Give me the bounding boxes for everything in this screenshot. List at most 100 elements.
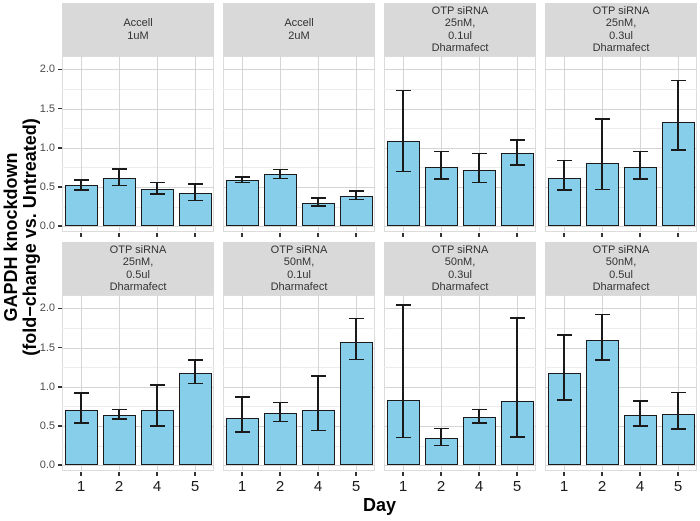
plot-panel: 1 2 4 5 <box>384 295 536 495</box>
facet-strip: OTP siRNA 50nM, 0.1ul Dharmafect <box>223 242 375 295</box>
gridline-x-major <box>156 56 158 232</box>
facet-strip-label: OTP siRNA <box>109 243 167 256</box>
gridline-y-minor <box>384 88 536 90</box>
gridline-y-major <box>62 386 214 388</box>
gridline-y-major <box>223 69 375 71</box>
y-tick-mark <box>58 307 62 310</box>
error-bar-cap-top <box>310 375 326 377</box>
error-bar-cap-bottom <box>111 184 127 187</box>
gridline-y-major <box>384 147 536 149</box>
facet-strip: OTP siRNA 25nM, 0.1ul Dharmafect <box>384 3 536 56</box>
facet-strip: OTP siRNA 50nM, 0.3ul Dharmafect <box>384 242 536 295</box>
gridline-y-major <box>545 226 697 228</box>
gridline-y-major <box>223 147 375 149</box>
error-bar-cap-bottom <box>348 198 364 201</box>
gridline-y-minor <box>545 88 697 90</box>
x-tick-label: 2 <box>597 478 607 495</box>
gridline-y-minor <box>545 128 697 130</box>
error-bar <box>601 118 603 190</box>
gridline-x-major <box>639 56 641 232</box>
gridline-y-minor <box>545 206 697 208</box>
error-bar-cap-bottom <box>632 425 648 427</box>
facet-strip-label: 0.5ul <box>609 268 633 281</box>
x-tick-mark <box>279 472 281 476</box>
error-bar-cap-bottom <box>556 189 572 191</box>
y-axis-row-1: 0.0 0.5 1.0 1.5 2.0 <box>0 56 62 232</box>
gridline-y-major <box>223 347 375 349</box>
gridline-y-major <box>62 425 214 427</box>
error-bar-cap-bottom <box>73 189 89 191</box>
error-bar-cap-top <box>111 168 127 170</box>
y-tick-mark <box>58 68 62 71</box>
gridline-y-major <box>545 347 697 349</box>
x-tick-mark <box>677 472 679 476</box>
facet-strip-label: OTP siRNA <box>431 4 489 17</box>
gridline-y-minor <box>384 406 536 408</box>
y-tick-mark <box>58 107 62 110</box>
gridline-y-major <box>62 108 214 110</box>
gridline-x-major <box>279 295 281 471</box>
y-tick-label: 2.0 <box>39 63 55 76</box>
bar <box>462 417 496 466</box>
facet-strip-label: 0.3ul <box>448 268 472 281</box>
facet-strip-label: 1uM <box>127 29 149 42</box>
gridline-x-major <box>478 56 480 232</box>
gridline-y-major <box>62 347 214 349</box>
error-bar-cap-bottom <box>149 425 165 427</box>
facet-strip-label: 2uM <box>288 29 310 42</box>
gridline-y-major <box>384 425 536 427</box>
x-tick-mark <box>241 472 243 476</box>
y-tick-label: 0.0 <box>39 459 55 472</box>
gridline-y-minor <box>545 327 697 329</box>
error-bar <box>639 400 641 426</box>
error-bar-cap-top <box>149 384 165 386</box>
x-tick-label: 2 <box>436 478 446 495</box>
x-tick-mark <box>317 233 319 237</box>
x-tick-mark <box>478 233 480 237</box>
gridline-y-major <box>62 465 214 467</box>
gridline-x-major <box>478 295 480 471</box>
error-bar <box>563 335 565 401</box>
gridline-y-minor <box>384 167 536 169</box>
error-bar-cap-bottom <box>73 422 89 424</box>
error-bar <box>279 402 281 422</box>
gridline-y-minor <box>223 367 375 369</box>
gridline-y-major <box>545 186 697 188</box>
x-tick-mark <box>563 233 565 237</box>
error-bar-cap-bottom <box>433 178 449 180</box>
gridline-x-major <box>80 56 82 232</box>
facet-strip-label: 0.1ul <box>287 268 311 281</box>
error-bar-cap-top <box>433 427 449 429</box>
gridline-y-major <box>384 226 536 228</box>
x-tick-mark <box>194 472 196 476</box>
gridline-y-minor <box>62 445 214 447</box>
gridline-y-major <box>62 308 214 310</box>
error-bar <box>279 169 281 179</box>
error-bar-cap-top <box>471 152 487 154</box>
error-bar-cap-bottom <box>594 188 610 190</box>
gridline-y-minor <box>62 406 214 408</box>
error-bar-cap-bottom <box>433 444 449 447</box>
error-bar-cap-bottom <box>471 422 487 424</box>
gridline-y-minor <box>384 206 536 208</box>
gridline-y-minor <box>223 206 375 208</box>
x-tick-mark <box>516 472 518 476</box>
error-bar-cap-top <box>234 396 250 398</box>
error-bar-cap-bottom <box>149 193 165 195</box>
gridline-x-major <box>194 56 196 232</box>
x-tick-label: 1 <box>398 478 408 495</box>
x-tick-mark <box>440 233 442 237</box>
error-bar-cap-top <box>594 118 610 120</box>
gridline-x-major <box>355 56 357 232</box>
gridline-x-major <box>279 56 281 232</box>
gridline-y-minor <box>62 327 214 329</box>
facet-strip-label: Dharmafect <box>592 42 650 54</box>
x-tick-mark <box>241 233 243 237</box>
x-tick-mark <box>118 233 120 237</box>
y-tick-mark <box>58 225 62 227</box>
error-bar <box>241 396 243 433</box>
x-tick-mark <box>317 472 319 476</box>
bar <box>102 414 136 466</box>
error-bar-cap-top <box>395 304 411 306</box>
error-bar-cap-top <box>348 317 364 320</box>
